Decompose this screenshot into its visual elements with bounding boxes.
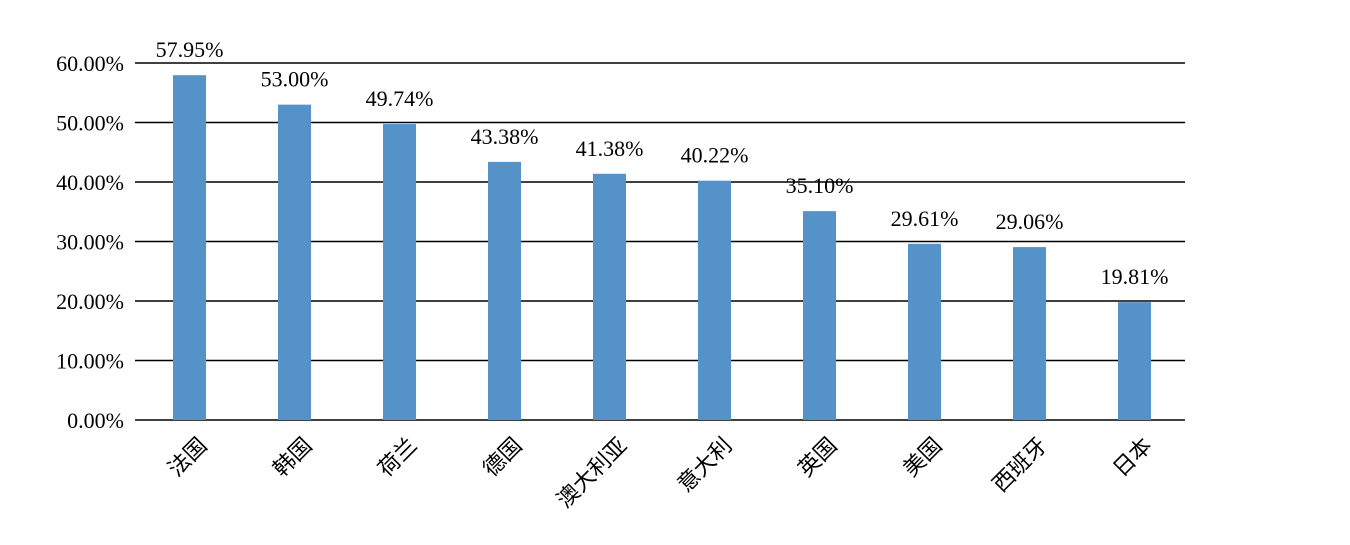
x-category-label: 法国 <box>164 433 213 482</box>
x-category-label: 英国 <box>794 433 843 482</box>
data-label: 19.81% <box>1101 264 1169 289</box>
data-label: 41.38% <box>576 136 644 161</box>
data-label: 43.38% <box>471 124 539 149</box>
bar <box>488 161 521 421</box>
data-label: 57.95% <box>156 37 224 62</box>
x-category-label: 荷兰 <box>374 433 423 482</box>
x-category-label: 西班牙 <box>988 433 1052 497</box>
x-category-label: 意大利 <box>673 433 737 497</box>
y-tick-label: 50.00% <box>56 111 124 136</box>
bars <box>173 75 1151 421</box>
bar <box>278 104 311 421</box>
y-tick-label: 10.00% <box>56 349 124 374</box>
y-tick-label: 40.00% <box>56 170 124 195</box>
y-tick-label: 0.00% <box>67 408 124 433</box>
y-tick-label: 60.00% <box>56 51 124 76</box>
bar <box>698 180 731 420</box>
x-category-label: 日本 <box>1109 433 1158 482</box>
data-label: 53.00% <box>261 67 329 92</box>
x-category-label: 澳大利亚 <box>553 433 633 513</box>
data-label: 29.61% <box>891 206 959 231</box>
bar <box>908 243 941 420</box>
bar <box>803 211 836 420</box>
data-label: 40.22% <box>681 143 749 168</box>
y-axis-tick-labels: 0.00% 10.00% 20.00% 30.00% 40.00% 50.00% 60.00… <box>56 51 124 433</box>
x-axis-category-labels: 法国 韩国 荷兰 德国 澳大利亚 意大利 英国 美国 西班牙 日本 <box>164 433 1158 513</box>
x-category-label: 美国 <box>899 433 948 482</box>
data-label: 49.74% <box>366 86 434 111</box>
data-label: 29.06% <box>996 209 1064 234</box>
bar <box>1013 247 1046 420</box>
bar <box>1118 302 1151 420</box>
x-category-label: 韩国 <box>269 433 318 482</box>
y-tick-label: 30.00% <box>56 230 124 255</box>
data-labels: 57.95% 53.00% 49.74% 43.38% 41.38% 40.22% 35.1… <box>156 37 1169 289</box>
bar <box>593 173 626 420</box>
x-category-label: 德国 <box>479 433 528 482</box>
data-label: 35.10% <box>786 173 854 198</box>
y-tick-label: 20.00% <box>56 289 124 314</box>
bar <box>383 124 416 420</box>
bar <box>173 75 206 420</box>
